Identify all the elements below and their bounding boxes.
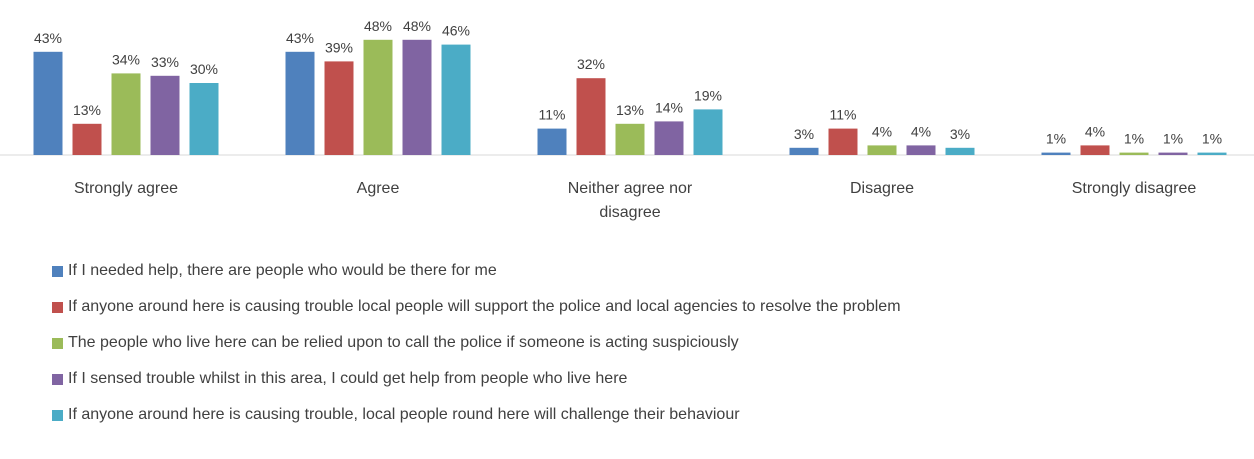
bar: [654, 121, 684, 155]
bar: [324, 61, 354, 155]
data-label: 4%: [1085, 123, 1105, 139]
data-label: 48%: [403, 18, 431, 34]
bar: [867, 145, 897, 155]
bar: [189, 83, 219, 155]
bar: [1158, 152, 1188, 155]
bar: [150, 75, 180, 155]
bar: [1197, 152, 1227, 155]
bar: [615, 123, 645, 155]
chart: 43% 13% 34% 33% 30% 43% 39% 48% 48% 46% 11% 32% 13% 1…: [0, 18, 1254, 221]
data-label: 1%: [1202, 131, 1222, 147]
data-label: 30%: [190, 61, 218, 77]
bar: [363, 39, 393, 155]
data-label: 33%: [151, 54, 179, 70]
data-label: 11%: [539, 107, 566, 123]
bars-group: [33, 39, 1227, 155]
data-label: 1%: [1124, 131, 1144, 147]
data-label: 1%: [1163, 131, 1183, 147]
data-label: 46%: [442, 23, 470, 39]
category-label: Strongly agree: [74, 180, 178, 197]
bar: [441, 44, 471, 155]
bar: [72, 123, 102, 155]
legend-label: If anyone around here is causing trouble…: [68, 406, 740, 423]
category-label: Agree: [357, 180, 400, 197]
bar: [537, 128, 567, 155]
bar: [1119, 152, 1149, 155]
data-label: 14%: [655, 99, 683, 115]
data-label: 3%: [794, 126, 814, 142]
legend-item: If anyone around here is causing trouble…: [52, 289, 901, 325]
bar: [33, 51, 63, 155]
data-labels-group: 43% 13% 34% 33% 30% 43% 39% 48% 48% 46% 11% 32% 13% 1…: [34, 18, 1222, 147]
bar: [693, 109, 723, 155]
legend-swatch: [52, 373, 63, 385]
legend-item: If I sensed trouble whilst in this area,…: [52, 361, 901, 397]
bar: [285, 51, 315, 155]
legend-label: The people who live here can be relied u…: [68, 334, 739, 351]
category-label: Neither agree nor disagree: [568, 180, 693, 221]
data-label: 19%: [694, 87, 722, 103]
data-label: 11%: [830, 107, 857, 123]
data-label: 39%: [325, 39, 353, 55]
legend-swatch: [52, 337, 63, 349]
legend: If I needed help, there are people who w…: [52, 253, 901, 433]
bar: [945, 147, 975, 155]
bar: [828, 128, 858, 155]
category-labels-group: Strongly agree Agree Neither agree nor disa…: [74, 180, 1196, 221]
bar: [402, 39, 432, 155]
legend-swatch: [52, 301, 63, 313]
data-label: 1%: [1046, 131, 1066, 147]
data-label: 43%: [286, 30, 314, 46]
data-label: 4%: [911, 123, 931, 139]
data-label: 3%: [950, 126, 970, 142]
category-label: Strongly disagree: [1072, 180, 1197, 197]
data-label: 43%: [34, 30, 62, 46]
bar: [906, 145, 936, 155]
legend-swatch: [52, 265, 63, 277]
bar: [111, 73, 141, 155]
legend-label: If I sensed trouble whilst in this area,…: [68, 370, 628, 387]
legend-swatch: [52, 409, 63, 421]
legend-item: If I needed help, there are people who w…: [52, 253, 901, 289]
bar: [576, 78, 606, 155]
data-label: 4%: [872, 123, 892, 139]
data-label: 13%: [73, 102, 101, 118]
data-label: 13%: [616, 102, 644, 118]
data-label: 32%: [577, 56, 605, 72]
legend-label: If I needed help, there are people who w…: [68, 262, 497, 279]
bar: [1080, 145, 1110, 155]
bar: [789, 147, 819, 155]
data-label: 34%: [112, 51, 140, 67]
bar: [1041, 152, 1071, 155]
category-label: Disagree: [850, 180, 914, 197]
legend-item: If anyone around here is causing trouble…: [52, 397, 901, 433]
legend-label: If anyone around here is causing trouble…: [68, 298, 901, 315]
data-label: 48%: [364, 18, 392, 34]
legend-item: The people who live here can be relied u…: [52, 325, 901, 361]
